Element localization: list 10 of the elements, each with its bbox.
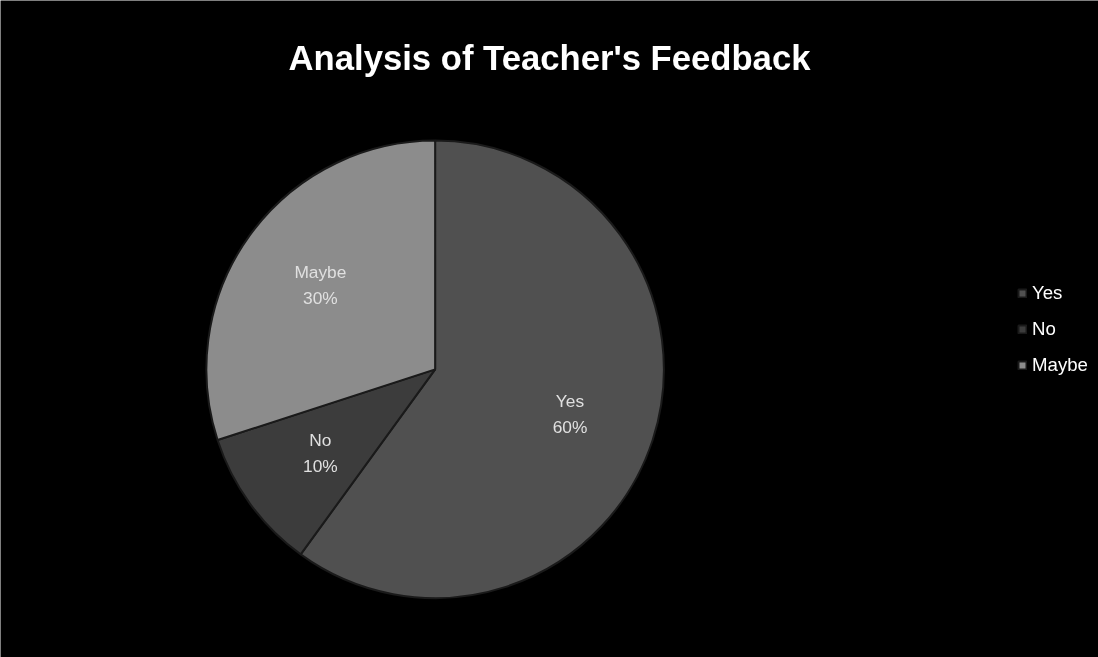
chart-title: Analysis of Teacher's Feedback [288, 39, 812, 78]
slice-label: Maybe [294, 262, 347, 283]
legend-label: No [1032, 317, 1056, 340]
data-label: 60% [552, 416, 588, 437]
legend-label: Yes [1032, 281, 1063, 304]
data-label: 10% [303, 456, 338, 477]
slice-label: No [309, 430, 332, 451]
data-label: 30% [303, 288, 338, 309]
legend-label: Maybe [1032, 353, 1088, 376]
slice-label: Yes [555, 390, 585, 411]
